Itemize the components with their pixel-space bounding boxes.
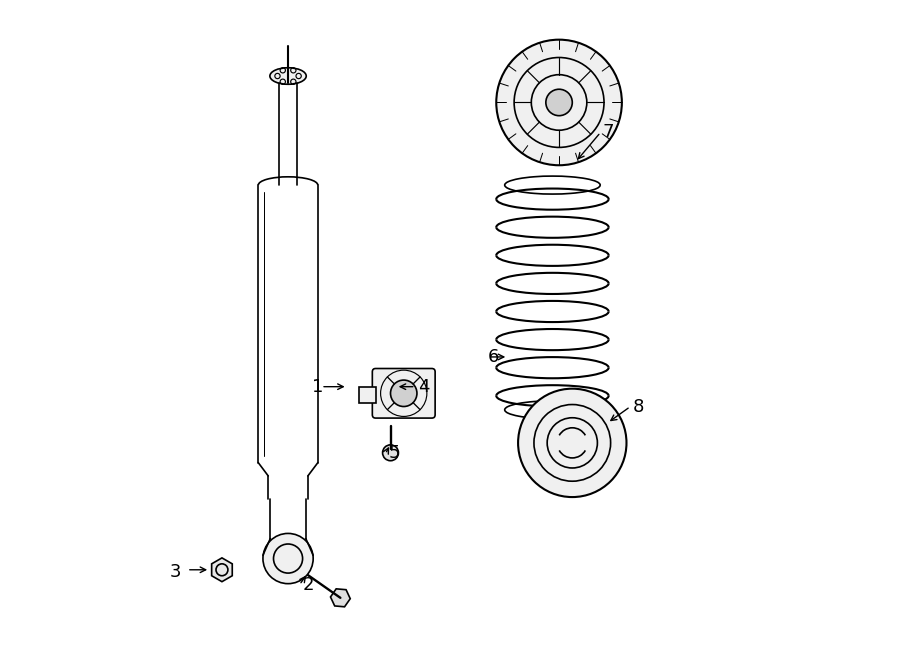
Circle shape <box>382 445 399 461</box>
Circle shape <box>496 40 622 165</box>
Text: 2: 2 <box>302 576 313 594</box>
Circle shape <box>518 389 626 497</box>
FancyBboxPatch shape <box>373 368 435 418</box>
Polygon shape <box>330 589 350 607</box>
Text: 1: 1 <box>312 377 323 396</box>
Text: 8: 8 <box>633 397 644 416</box>
Text: 6: 6 <box>487 348 499 366</box>
Polygon shape <box>212 558 232 582</box>
Circle shape <box>545 89 572 116</box>
Text: 4: 4 <box>418 377 429 396</box>
Text: 5: 5 <box>388 444 400 462</box>
Ellipse shape <box>270 67 306 85</box>
Polygon shape <box>359 387 375 403</box>
Circle shape <box>391 380 417 407</box>
Circle shape <box>263 533 313 584</box>
Text: 3: 3 <box>170 563 182 581</box>
Text: 7: 7 <box>603 123 615 141</box>
